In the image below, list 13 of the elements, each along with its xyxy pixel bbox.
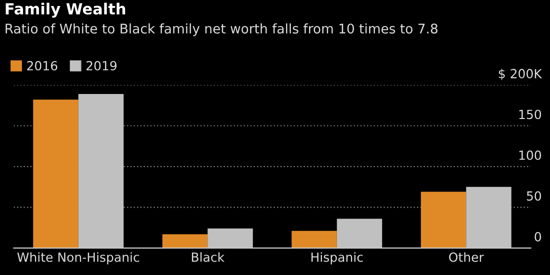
y-tick-label: 0 bbox=[534, 232, 542, 242]
legend-label: 2019 bbox=[86, 60, 116, 70]
y-tick-label: 100 bbox=[519, 150, 542, 160]
x-tick-label: Black bbox=[192, 252, 224, 262]
legend-label: 2016 bbox=[27, 60, 58, 70]
chart-title: Family Wealth bbox=[6, 2, 126, 18]
x-tick-label: White Non-Hispanic bbox=[17, 252, 140, 264]
chart-subtitle: Ratio of White to Black family net worth falls from 10 times to 7.8 bbox=[6, 23, 438, 36]
y-tick-label: 150 bbox=[519, 110, 542, 120]
x-tick-label: Hispanic bbox=[311, 252, 363, 264]
x-tick-label: Other bbox=[449, 252, 484, 262]
y-tick-label: $ 200K bbox=[498, 68, 542, 80]
y-tick-label: 50 bbox=[526, 191, 542, 201]
